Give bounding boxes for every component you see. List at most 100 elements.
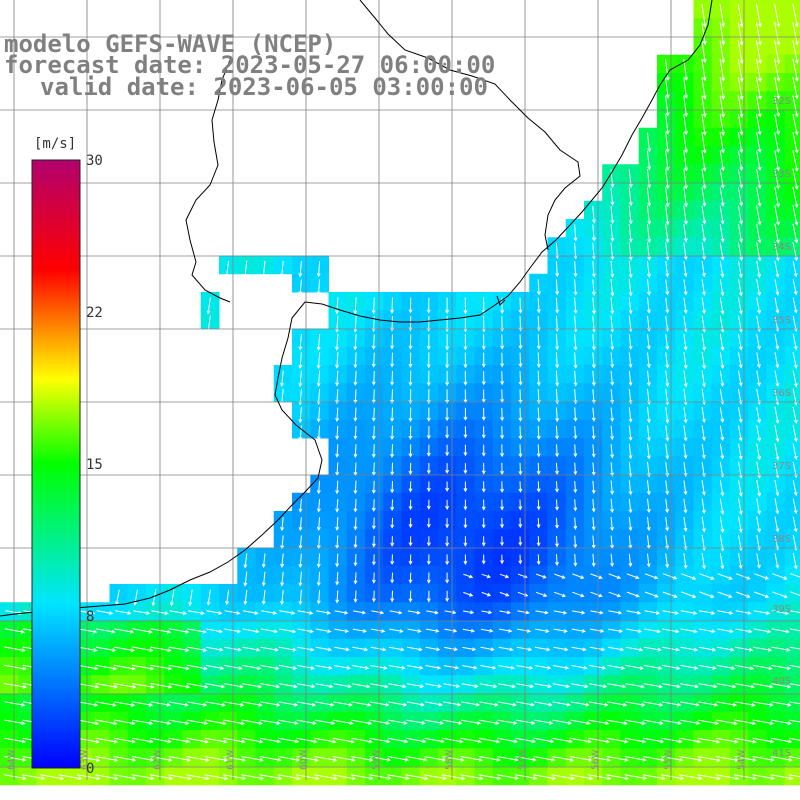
- wind-arrow-head: [78, 776, 83, 781]
- wind-arrow: [665, 334, 669, 350]
- wind-arrow-head: [402, 702, 408, 707]
- wind-arrow: [683, 333, 687, 350]
- wind-arrow-head: [610, 472, 615, 477]
- wind-arrow: [683, 205, 687, 224]
- wind-cell: [784, 584, 800, 603]
- wind-arrow: [665, 535, 668, 549]
- wind-arrow: [626, 628, 642, 633]
- wind-arrow: [168, 719, 189, 724]
- wind-arrow-head: [610, 364, 615, 369]
- wind-arrow-head: [419, 684, 425, 689]
- wind-arrow-head: [636, 610, 642, 615]
- wind-arrow: [701, 516, 705, 532]
- wind-arrow-head: [434, 610, 439, 615]
- wind-arrow-head: [404, 739, 409, 744]
- wind-arrow: [774, 553, 779, 568]
- wind-arrow-head: [518, 560, 523, 565]
- wind-arrow-head: [426, 487, 431, 492]
- wind-arrow-head: [701, 491, 706, 496]
- wind-cell: [784, 310, 800, 329]
- wind-arrow-head: [241, 757, 246, 762]
- wind-arrow-head: [408, 382, 413, 387]
- wind-arrow-head: [108, 611, 114, 615]
- wind-arrow: [642, 774, 665, 780]
- wind-arrow: [755, 3, 761, 27]
- wind-arrow: [318, 589, 321, 604]
- wind-arrow-head: [628, 238, 633, 243]
- wind-arrow: [628, 205, 632, 224]
- wind-arrow: [263, 553, 266, 568]
- wind-arrow-head: [720, 167, 725, 172]
- wind-arrow-head: [616, 575, 622, 579]
- wind-arrow: [661, 756, 683, 761]
- wind-arrow-head: [255, 629, 260, 634]
- wind-arrow: [737, 187, 742, 206]
- wind-arrow: [299, 407, 302, 423]
- wind-arrow: [588, 737, 610, 743]
- wind-arrow-head: [751, 721, 757, 726]
- wind-arrow-head: [775, 273, 780, 278]
- wind-arrow: [481, 591, 491, 596]
- wind-arrow: [607, 664, 625, 669]
- wind-arrow: [752, 683, 773, 688]
- wind-arrow-head: [204, 684, 209, 689]
- wind-arrow-head: [131, 757, 137, 762]
- wind-arrow-head: [628, 202, 633, 207]
- wind-arrow: [132, 646, 153, 652]
- wind-arrow-head: [610, 328, 615, 333]
- wind-arrow: [388, 665, 405, 669]
- wind-arrow-head: [739, 220, 743, 225]
- wind-arrow-head: [794, 41, 799, 46]
- wind-arrow-head: [390, 506, 395, 511]
- wind-arrow-head: [385, 721, 391, 725]
- wind-arrow: [610, 480, 613, 494]
- wind-arrow: [186, 719, 208, 725]
- wind-arrow-head: [469, 610, 475, 615]
- lon-label: 64W: [7, 750, 17, 770]
- wind-arrow-head: [435, 628, 440, 633]
- wind-arrow: [610, 517, 613, 531]
- wind-arrow-head: [353, 346, 358, 351]
- wind-arrow-head: [280, 600, 285, 606]
- wind-arrow: [701, 443, 705, 459]
- wind-arrow-head: [371, 561, 376, 566]
- wind-arrow: [701, 425, 705, 441]
- wind-arrow: [628, 535, 632, 549]
- wind-arrow-head: [684, 131, 689, 136]
- wind-arrow: [792, 461, 797, 478]
- wind-arrow: [719, 425, 724, 441]
- wind-arrow-head: [738, 418, 743, 424]
- wind-arrow: [332, 756, 355, 761]
- wind-arrow-head: [683, 273, 688, 278]
- wind-arrow-head: [591, 346, 596, 351]
- wind-arrow: [553, 591, 566, 597]
- wind-arrow-head: [776, 41, 781, 46]
- wind-arrow-head: [500, 363, 505, 368]
- wind-arrow-head: [757, 474, 762, 479]
- wind-arrow: [647, 517, 650, 531]
- wind-arrow-head: [624, 757, 629, 762]
- wind-arrow-head: [591, 310, 596, 315]
- wind-arrow-head: [677, 702, 682, 707]
- wind-arrow: [628, 370, 632, 386]
- wind-arrow: [789, 737, 800, 741]
- wind-arrow-head: [711, 629, 716, 634]
- wind-arrow-head: [536, 400, 541, 405]
- wind-arrow: [423, 774, 447, 780]
- wind-arrow-head: [536, 488, 541, 493]
- wind-arrow: [738, 443, 742, 459]
- wind-arrow: [278, 664, 297, 669]
- wind-arrow-head: [573, 400, 578, 405]
- wind-arrow-head: [390, 309, 395, 314]
- wind-arrow: [96, 610, 113, 614]
- lon-label: 61W: [226, 750, 236, 770]
- wind-arrow-head: [150, 776, 155, 781]
- wind-arrow: [679, 774, 702, 780]
- wind-arrow-head: [96, 758, 101, 762]
- wind-arrow: [76, 774, 100, 780]
- wind-arrow-head: [646, 309, 651, 314]
- wind-arrow-head: [555, 382, 560, 387]
- wind-arrow-head: [280, 545, 285, 550]
- wind-arrow: [22, 774, 45, 780]
- wind-arrow-head: [583, 665, 588, 670]
